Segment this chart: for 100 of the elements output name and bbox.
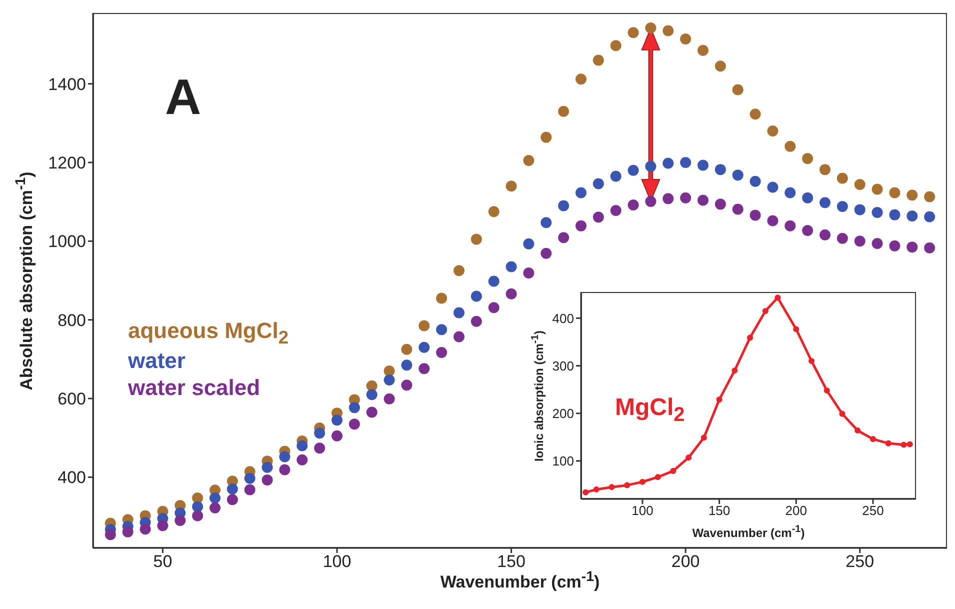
point <box>793 326 800 332</box>
point <box>784 220 796 232</box>
point <box>384 393 395 404</box>
text: aqueous MgCl$_{2}$ <box>128 318 289 348</box>
point <box>506 288 517 300</box>
point <box>454 331 464 342</box>
point <box>784 140 796 152</box>
x-axis-title: Wavenumber (cm$^{-1}$) <box>440 569 600 592</box>
point <box>226 483 238 494</box>
point <box>639 478 646 485</box>
point <box>802 153 814 164</box>
point <box>418 320 430 332</box>
point <box>436 346 448 358</box>
point <box>610 40 622 52</box>
series-label: MgCl$_{2}$ <box>615 394 685 427</box>
y-tick-label: 1000 <box>48 232 86 252</box>
point <box>540 217 552 228</box>
point <box>732 84 744 96</box>
point <box>854 236 866 247</box>
point <box>314 442 326 454</box>
point <box>714 60 726 72</box>
point <box>854 179 866 190</box>
point <box>628 27 639 38</box>
point <box>732 367 738 374</box>
point <box>454 307 464 318</box>
point <box>872 206 883 218</box>
point <box>680 192 692 204</box>
point <box>906 210 918 222</box>
point <box>714 164 726 176</box>
point <box>820 164 830 176</box>
point <box>889 209 900 220</box>
point <box>836 201 848 212</box>
point <box>418 342 430 353</box>
point <box>384 365 395 376</box>
point <box>506 180 517 192</box>
point <box>784 187 796 198</box>
x-tick-label: 150 <box>708 503 730 518</box>
point <box>698 44 708 56</box>
point <box>767 215 778 226</box>
y-tick-label: 1200 <box>48 154 86 173</box>
point <box>436 292 448 304</box>
point <box>454 265 464 276</box>
point <box>662 193 674 204</box>
point <box>104 529 116 540</box>
point <box>122 526 134 538</box>
point <box>384 374 395 386</box>
x-tick-label: 100 <box>322 552 352 572</box>
point <box>558 200 570 212</box>
point <box>470 234 482 245</box>
point <box>366 389 378 400</box>
x-tick-label: 250 <box>846 552 874 572</box>
y-tick-label: 400 <box>552 310 574 326</box>
point <box>750 176 761 187</box>
point <box>488 206 500 218</box>
point <box>296 454 308 466</box>
point <box>523 238 534 250</box>
point <box>244 472 256 484</box>
y-tick-label: 400 <box>58 468 86 488</box>
point <box>610 170 622 182</box>
point <box>889 240 900 252</box>
y-tick-label: 600 <box>58 390 86 409</box>
point <box>885 440 892 446</box>
point <box>436 324 448 336</box>
point <box>262 462 273 473</box>
point <box>714 198 726 210</box>
point <box>540 248 552 259</box>
point <box>732 170 744 181</box>
point <box>680 156 692 168</box>
point <box>332 430 342 442</box>
point <box>624 482 630 488</box>
point <box>226 494 238 506</box>
y-tick-label: 200 <box>552 406 574 421</box>
point <box>802 225 814 236</box>
point <box>210 502 220 514</box>
point <box>716 396 722 403</box>
point <box>140 524 151 535</box>
point <box>670 468 676 474</box>
x-axis-title: Wavenumber (cm$^{-1}$) <box>691 524 806 540</box>
point <box>824 387 830 394</box>
point <box>808 358 815 364</box>
point <box>592 178 604 190</box>
point <box>628 164 639 176</box>
point <box>576 220 586 232</box>
point <box>924 242 936 254</box>
point <box>854 204 866 216</box>
point <box>680 33 692 44</box>
x-tick-label: 200 <box>671 552 700 572</box>
point <box>872 238 883 250</box>
point <box>576 187 586 198</box>
point <box>348 418 360 430</box>
point <box>700 434 707 441</box>
point <box>279 451 290 462</box>
point <box>506 261 517 272</box>
point <box>592 54 604 66</box>
point <box>889 187 900 198</box>
point <box>750 210 761 221</box>
point <box>732 204 744 215</box>
point <box>157 520 168 532</box>
point <box>576 74 586 85</box>
point <box>608 484 615 490</box>
